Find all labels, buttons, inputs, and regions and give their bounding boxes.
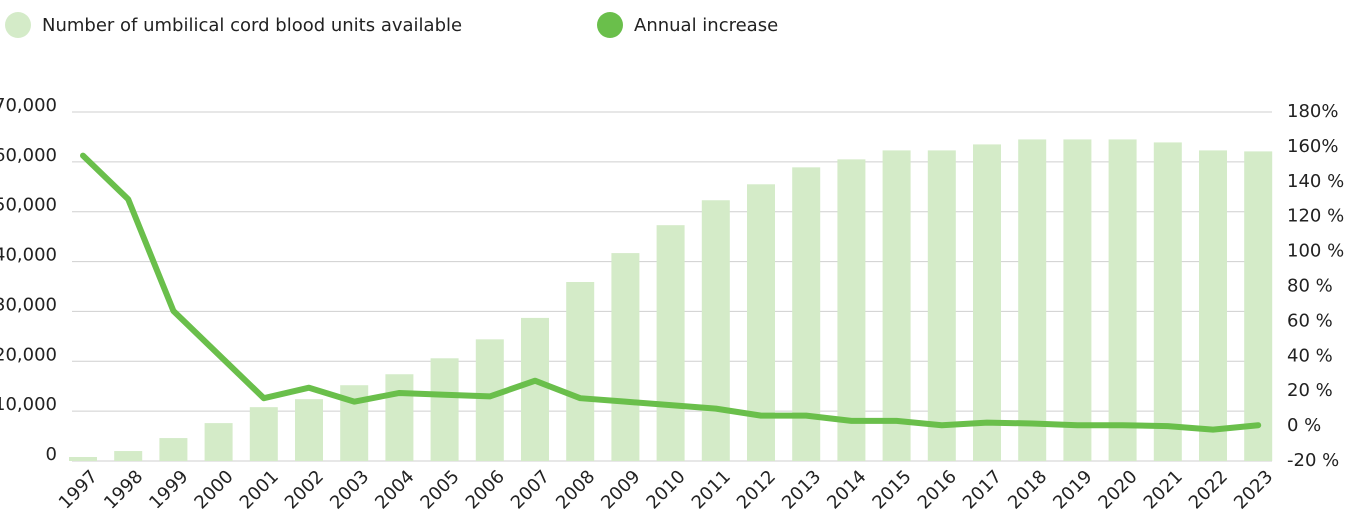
bar bbox=[249, 407, 278, 461]
y2-tick-label: 60 % bbox=[1287, 310, 1333, 331]
bar bbox=[295, 399, 323, 461]
x-tick-label: 2003 bbox=[326, 466, 373, 513]
x-tick-label: 2020 bbox=[1094, 466, 1141, 513]
bar bbox=[114, 451, 143, 461]
legend-label: Annual increase bbox=[634, 15, 778, 36]
x-tick-label: 2002 bbox=[281, 466, 328, 513]
y2-tick-label: 180% bbox=[1287, 101, 1338, 122]
bar bbox=[882, 150, 911, 461]
x-tick-label: 2004 bbox=[371, 466, 418, 513]
y2-tick-label: 100 % bbox=[1287, 241, 1344, 262]
x-tick-label: 2017 bbox=[959, 466, 1006, 513]
bar bbox=[1018, 139, 1047, 461]
bar bbox=[656, 225, 685, 461]
y2-tick-label: -20 % bbox=[1287, 450, 1339, 471]
x-tick-label: 2019 bbox=[1049, 466, 1096, 513]
legend-swatch bbox=[597, 12, 623, 38]
x-tick-label: 2000 bbox=[190, 466, 237, 513]
bar bbox=[1199, 150, 1227, 461]
x-tick-label: 2013 bbox=[778, 466, 825, 513]
x-tick-label: 2023 bbox=[1230, 466, 1277, 513]
x-tick-label: 2009 bbox=[597, 466, 644, 513]
x-tick-label: 2016 bbox=[914, 466, 961, 513]
bar bbox=[927, 150, 956, 461]
bar bbox=[475, 339, 504, 461]
bar bbox=[792, 167, 821, 461]
bar bbox=[837, 159, 866, 461]
bar bbox=[159, 438, 188, 461]
bar bbox=[521, 317, 549, 461]
x-tick-label: 2001 bbox=[236, 466, 283, 513]
bar bbox=[430, 358, 459, 461]
bar bbox=[204, 423, 233, 461]
y2-tick-label: 0 % bbox=[1287, 415, 1321, 436]
y2-tick-label: 120 % bbox=[1287, 206, 1344, 227]
bar bbox=[747, 184, 775, 462]
y2-tick-label: 40 % bbox=[1287, 345, 1333, 366]
x-tick-label: 1998 bbox=[100, 466, 147, 513]
bar bbox=[973, 144, 1001, 461]
x-tick-label: 2022 bbox=[1185, 466, 1232, 513]
bar bbox=[566, 282, 595, 461]
y-tick-label: 60,000 bbox=[0, 145, 57, 166]
x-tick-label: 1997 bbox=[55, 466, 102, 513]
x-tick-label: 2005 bbox=[416, 466, 463, 513]
y-tick-label: 40,000 bbox=[0, 245, 57, 266]
y-tick-label: 10,000 bbox=[0, 394, 57, 415]
x-tick-label: 1999 bbox=[145, 466, 192, 513]
bar bbox=[1153, 142, 1182, 462]
bar bbox=[611, 253, 640, 461]
x-tick-label: 2018 bbox=[1004, 466, 1051, 513]
bar bbox=[1244, 151, 1273, 461]
y-tick-label: 30,000 bbox=[0, 294, 57, 315]
y2-tick-label: 80 % bbox=[1287, 276, 1333, 297]
x-tick-label: 2008 bbox=[552, 466, 599, 513]
y-tick-label: 70,000 bbox=[0, 95, 57, 116]
x-tick-label: 2006 bbox=[462, 466, 509, 513]
x-tick-label: 2011 bbox=[688, 466, 735, 513]
bar bbox=[701, 200, 730, 462]
y2-tick-label: 160% bbox=[1287, 136, 1338, 157]
x-tick-label: 2010 bbox=[642, 466, 689, 513]
legend-swatch bbox=[5, 12, 31, 38]
bar bbox=[1063, 139, 1092, 461]
x-tick-label: 2007 bbox=[507, 466, 554, 513]
y2-tick-label: 20 % bbox=[1287, 380, 1333, 401]
bar bbox=[385, 374, 414, 461]
y2-tick-label: 140 % bbox=[1287, 171, 1344, 192]
y-tick-label: 0 bbox=[46, 444, 57, 465]
x-tick-label: 2021 bbox=[1140, 466, 1187, 513]
x-tick-label: 2015 bbox=[868, 466, 915, 513]
line bbox=[80, 152, 1262, 433]
y-tick-label: 50,000 bbox=[0, 195, 57, 216]
bar bbox=[1108, 139, 1137, 461]
x-tick-label: 2012 bbox=[733, 466, 780, 513]
legend-label: Number of umbilical cord blood units ava… bbox=[42, 15, 462, 36]
y-tick-label: 20,000 bbox=[0, 344, 57, 365]
x-tick-label: 2014 bbox=[823, 466, 870, 513]
bar bbox=[69, 457, 97, 461]
